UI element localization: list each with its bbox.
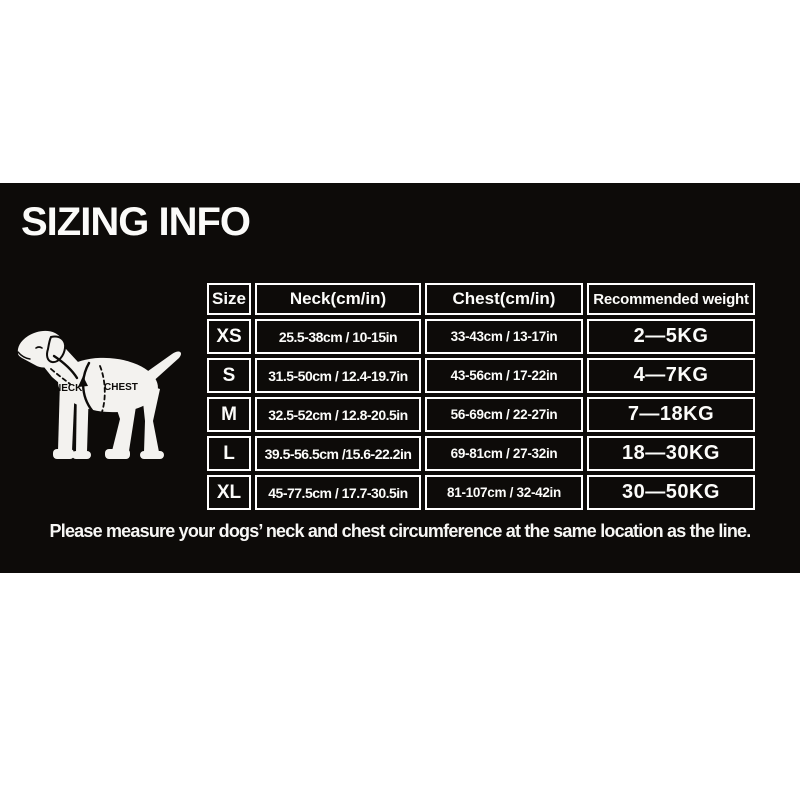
neck-cell: 32.5-52cm / 12.8-20.5in	[255, 397, 421, 432]
size-cell: M	[207, 397, 251, 432]
chest-cell: 81-107cm / 32-42in	[425, 475, 583, 510]
size-cell: XL	[207, 475, 251, 510]
weight-cell: 2—5KG	[587, 319, 755, 354]
measurement-instruction: Please measure your dogs’ neck and chest…	[49, 521, 752, 541]
table-row-m: M 32.5-52cm / 12.8-20.5in 56-69cm / 22-2…	[207, 397, 755, 432]
col-header-chest: Chest(cm/in)	[425, 283, 583, 315]
chest-label: CHEST	[104, 382, 138, 393]
table-header-row: Size Neck(cm/in) Chest(cm/in) Recommende…	[207, 283, 755, 315]
chest-band-dashed-line	[99, 365, 106, 413]
sizing-info-panel: SIZING INFO	[0, 183, 800, 573]
page-title: SIZING INFO	[21, 200, 251, 244]
size-cell: L	[207, 436, 251, 471]
table-row-s: S 31.5-50cm / 12.4-19.7in 43-56cm / 17-2…	[207, 358, 755, 393]
col-header-weight: Recommended weight	[587, 283, 755, 315]
dog-measurement-diagram: NECK CHEST	[17, 330, 182, 459]
neck-cell: 25.5-38cm / 10-15in	[255, 319, 421, 354]
chest-arrow-icon	[78, 376, 88, 387]
neck-cell: 39.5-56.5cm /15.6-22.2in	[255, 436, 421, 471]
table-row-xl: XL 45-77.5cm / 17.7-30.5in 81-107cm / 32…	[207, 475, 755, 510]
neck-band-dashed-line	[50, 368, 71, 385]
dog-eye	[35, 346, 43, 349]
weight-cell: 4—7KG	[587, 358, 755, 393]
table-row-l: L 39.5-56.5cm /15.6-22.2in 69-81cm / 27-…	[207, 436, 755, 471]
size-cell: XS	[207, 319, 251, 354]
dog-silhouette	[17, 330, 182, 459]
neck-cell: 45-77.5cm / 17.7-30.5in	[255, 475, 421, 510]
chest-cell: 56-69cm / 22-27in	[425, 397, 583, 432]
table-row-xs: XS 25.5-38cm / 10-15in 33-43cm / 13-17in…	[207, 319, 755, 354]
neck-cell: 31.5-50cm / 12.4-19.7in	[255, 358, 421, 393]
chest-cell: 43-56cm / 17-22in	[425, 358, 583, 393]
col-header-size: Size	[207, 283, 251, 315]
weight-cell: 7—18KG	[587, 397, 755, 432]
dog-mouth	[17, 351, 31, 360]
chest-cell: 33-43cm / 13-17in	[425, 319, 583, 354]
chest-band-line	[82, 361, 97, 416]
neck-band-line	[52, 354, 79, 380]
size-cell: S	[207, 358, 251, 393]
sizing-table: Size Neck(cm/in) Chest(cm/in) Recommende…	[203, 279, 759, 514]
dog-ear	[46, 335, 67, 364]
weight-cell: 18—30KG	[587, 436, 755, 471]
neck-label: NECK	[54, 383, 83, 394]
col-header-neck: Neck(cm/in)	[255, 283, 421, 315]
chest-cell: 69-81cm / 27-32in	[425, 436, 583, 471]
weight-cell: 30—50KG	[587, 475, 755, 510]
